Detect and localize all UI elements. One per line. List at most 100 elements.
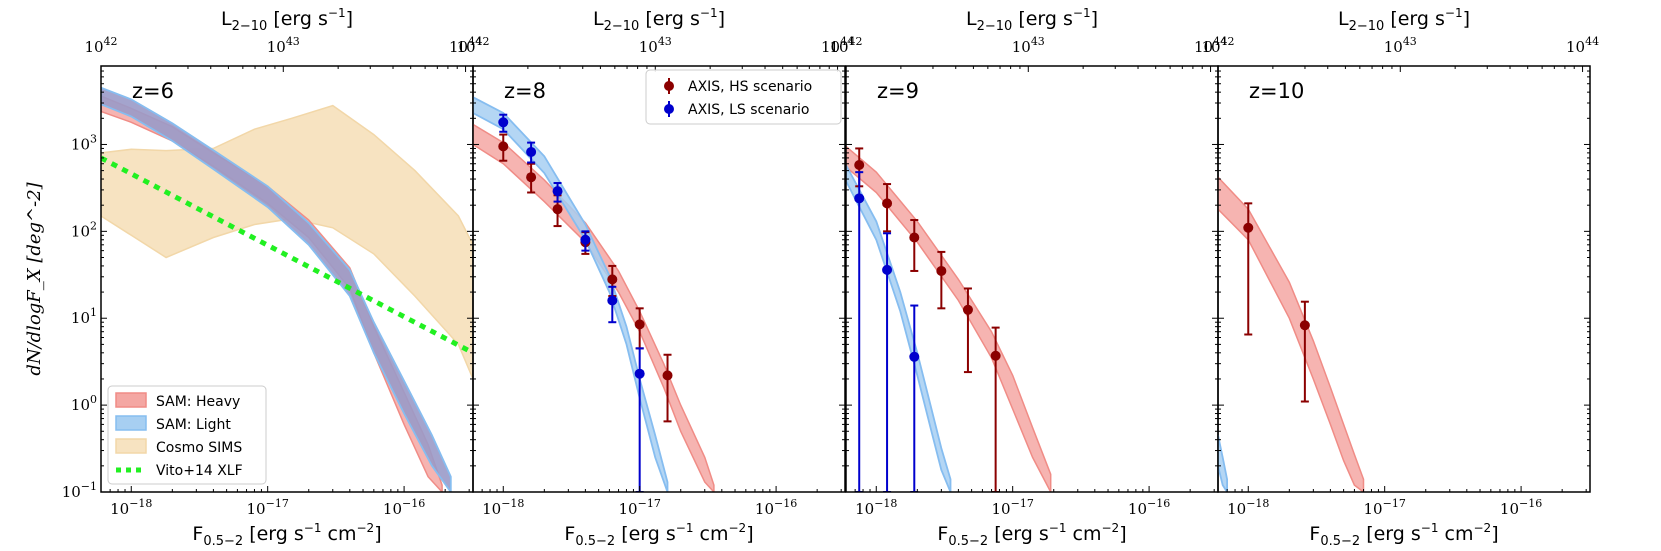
top-tick-label-exp: 43	[286, 35, 300, 48]
panel-4-plot-area	[1218, 176, 1365, 492]
x-axis-title: F0.5−2 [erg s−1 cm−2]	[1309, 521, 1498, 549]
top-tick-label-exp: 44	[468, 35, 482, 48]
top-axis-title: L2−10 [erg s−1]	[593, 6, 725, 34]
top-tick-label-exp: 42	[104, 35, 118, 48]
x-axis-title: F0.5−2 [erg s−1 cm−2]	[564, 521, 753, 549]
panel-frame	[472, 65, 846, 493]
x-tick-label-base: 10	[247, 500, 266, 518]
y-axis-title-text: dN/dlogF_X [deg^-2]	[24, 181, 45, 375]
y-tick-label-base: 10	[62, 483, 81, 501]
x-tick-label-base: 10	[992, 500, 1011, 518]
x-axis-title-sub: 0.5−2	[203, 534, 243, 549]
top-tick-label-exp: 43	[1031, 35, 1045, 48]
y-tick-label-exp: 1	[90, 306, 97, 319]
x-axis-title-exp2: −2	[356, 521, 374, 535]
x-axis-title: F0.5−2 [erg s−1 cm−2]	[192, 521, 381, 549]
top-tick-label-base: 10	[1012, 38, 1031, 56]
x-tick-label-base: 10	[755, 500, 774, 518]
top-axis-title-exp: −1	[328, 6, 346, 20]
top-tick-label-base: 10	[449, 38, 468, 56]
x-axis-title-units2: cm	[1438, 523, 1473, 545]
top-tick-label: 1042	[456, 35, 489, 56]
top-axis-title-sub: 2−10	[232, 19, 268, 34]
panel-label: z=8	[504, 79, 546, 103]
top-tick-label: 1044	[821, 35, 854, 56]
data-point-hs	[962, 304, 973, 315]
x-tick-label-base: 10	[110, 500, 129, 518]
y-tick-label: 100	[71, 393, 97, 414]
data-point-ls	[854, 193, 865, 204]
x-axis-title-units: [erg s	[988, 523, 1049, 545]
top-tick-label: 1044	[1194, 35, 1227, 56]
top-tick-label-exp: 43	[1403, 35, 1417, 48]
top-axis-title-units: [erg s	[1384, 8, 1445, 30]
x-tick-label-base: 10	[383, 500, 402, 518]
x-tick-label-exp: −17	[1011, 497, 1034, 510]
x-axis-title-exp1: −1	[1049, 521, 1067, 535]
top-tick-label-base: 10	[267, 38, 286, 56]
top-axis-title: L2−10 [erg s−1]	[1338, 6, 1470, 34]
x-tick-label: 10−17	[247, 497, 289, 518]
legend-models: SAM: Heavy SAM: Light Cosmo SIMS Vito+14 XL…	[107, 385, 267, 485]
top-tick-label-base: 10	[84, 38, 103, 56]
x-axis-title-units: [erg s	[1360, 523, 1421, 545]
top-tick-label-base: 10	[1566, 38, 1585, 56]
x-tick-label-base: 10	[619, 500, 638, 518]
data-point-ls	[526, 146, 537, 157]
top-axis-title-close: ]	[346, 8, 353, 30]
data-point-hs	[498, 141, 509, 152]
legend-label: AXIS, LS scenario	[688, 102, 810, 118]
x-axis-title-exp2: −2	[728, 521, 746, 535]
data-point-ls	[498, 117, 509, 128]
y-tick-label-base: 10	[71, 135, 90, 153]
top-axis-title: L2−10 [erg s−1]	[221, 6, 353, 34]
x-tick-label-exp: −18	[129, 497, 152, 510]
x-tick-label-base: 10	[1128, 500, 1147, 518]
panel-1-plot-area	[101, 86, 473, 492]
x-axis-title-exp1: −1	[676, 521, 694, 535]
sam-heavy-band	[473, 123, 715, 492]
data-point-ls	[580, 234, 591, 245]
x-axis-title-exp2: −2	[1101, 521, 1119, 535]
top-axis-title-sub: 2−10	[1349, 19, 1385, 34]
data-point-hs	[909, 232, 920, 243]
data-point-ls	[634, 368, 645, 379]
panel-3-plot-area	[846, 145, 1052, 492]
top-tick-label-base: 10	[1194, 38, 1213, 56]
x-tick-label: 10−18	[855, 497, 897, 518]
panel-frame	[1217, 65, 1591, 493]
x-axis-title-exp1: −1	[304, 521, 322, 535]
x-axis-title-units2: cm	[1066, 523, 1101, 545]
x-tick-label: 10−18	[1227, 497, 1269, 518]
legend-swatch	[115, 392, 147, 408]
top-axis-title-sub: 2−10	[604, 19, 640, 34]
sam-light-band	[101, 86, 452, 492]
x-tick-label-base: 10	[1227, 500, 1246, 518]
x-axis-title-base: F	[1309, 523, 1320, 545]
data-point-hs	[882, 198, 893, 209]
x-tick-label-exp: −16	[774, 497, 797, 510]
top-axis-title-base: L	[221, 8, 232, 30]
x-tick-label-exp: −18	[501, 497, 524, 510]
legend-points-box	[645, 69, 842, 125]
x-axis-title-close: ]	[1119, 523, 1126, 545]
data-point-ls	[882, 264, 893, 275]
legend-point-marker	[664, 104, 674, 114]
y-tick-label-base: 10	[71, 396, 90, 414]
legend-label: SAM: Heavy	[156, 394, 240, 410]
panel-label: z=9	[877, 79, 919, 103]
top-tick-label-base: 10	[829, 38, 848, 56]
data-point-hs	[526, 172, 537, 183]
legend-point-marker	[664, 81, 674, 91]
top-tick-label: 1043	[1384, 35, 1417, 56]
x-tick-label: 10−16	[1128, 497, 1170, 518]
data-point-hs	[662, 370, 673, 381]
top-tick-label-exp: 42	[1221, 35, 1235, 48]
legend-label: AXIS, HS scenario	[688, 79, 812, 95]
sam-heavy-band	[1218, 176, 1365, 492]
x-tick-label-base: 10	[1364, 500, 1383, 518]
top-tick-label: 1042	[1201, 35, 1234, 56]
